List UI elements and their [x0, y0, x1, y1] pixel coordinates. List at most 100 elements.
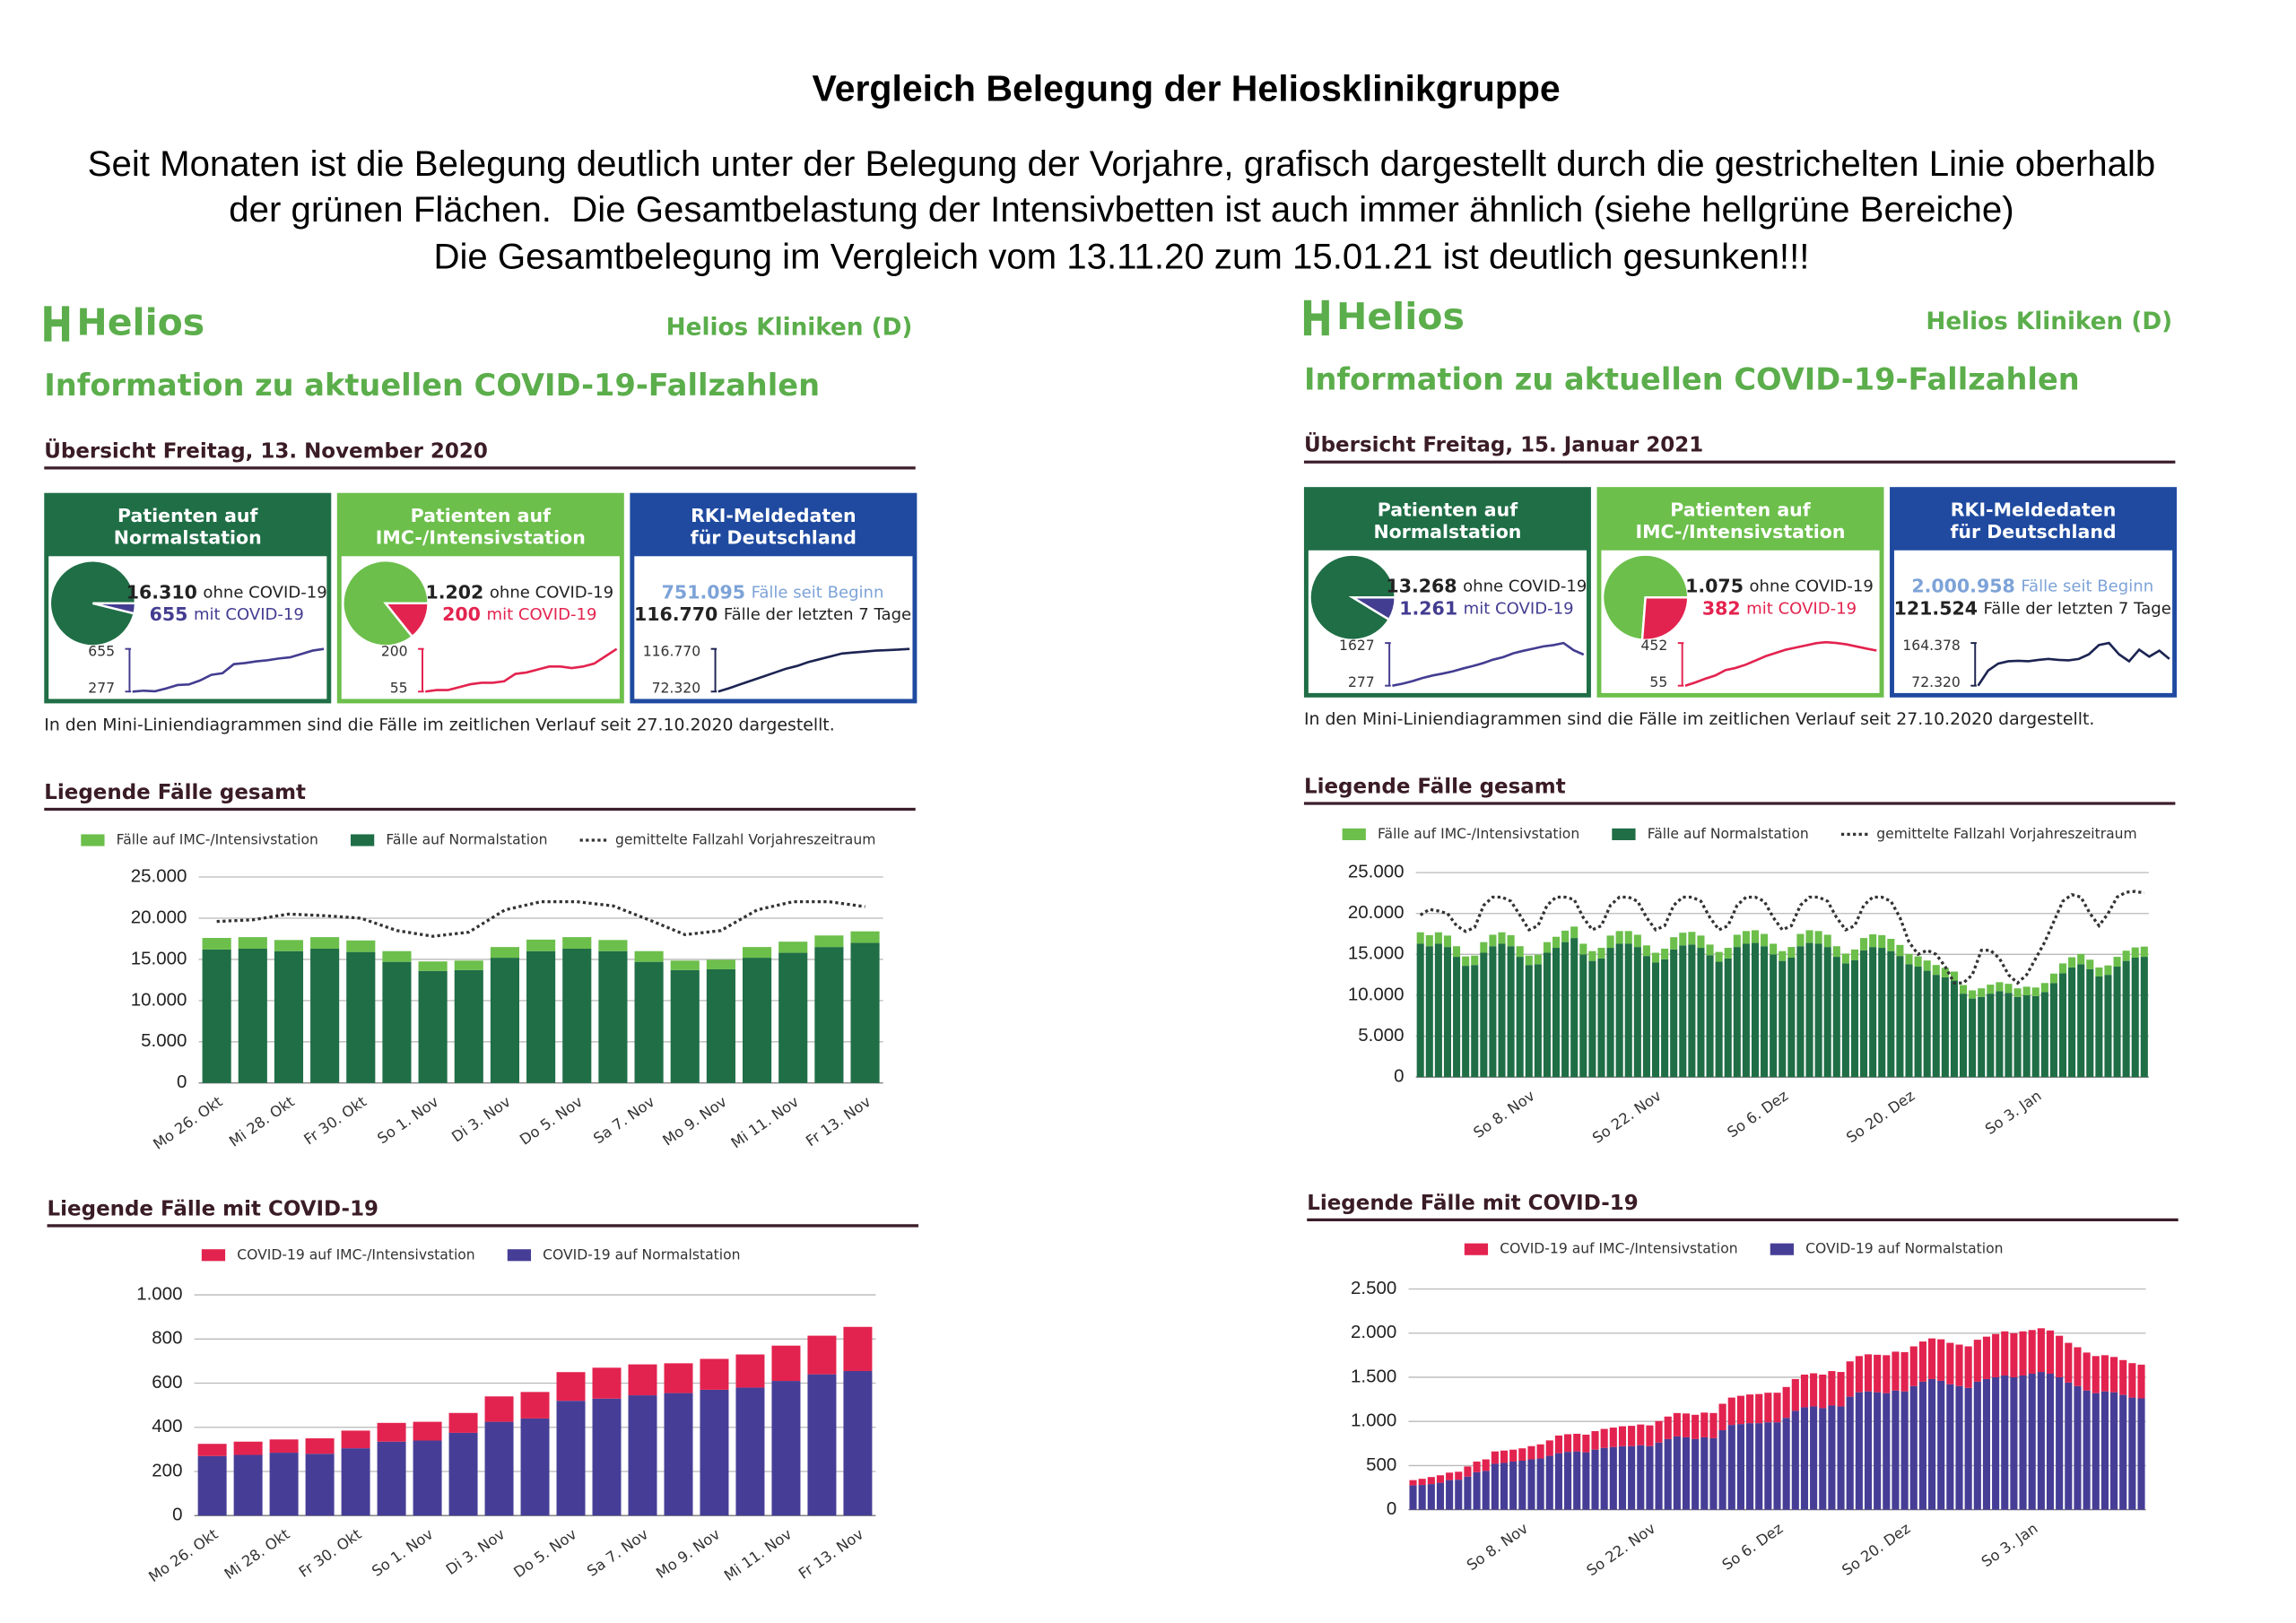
bar — [1751, 930, 1760, 943]
bar — [2022, 986, 2031, 995]
x-tick-label: Mo 9. Nov — [659, 1093, 729, 1150]
bar — [274, 940, 304, 951]
bar — [1796, 946, 1805, 1078]
bar — [1837, 1372, 1845, 1407]
overview: Übersicht Freitag, 13. November 2020 — [44, 438, 488, 463]
bar — [1932, 965, 1940, 976]
bar — [1624, 931, 1632, 944]
bar — [1914, 956, 1922, 968]
bar — [1507, 934, 1515, 947]
bar — [1782, 1386, 1790, 1419]
bar — [1679, 945, 1687, 1078]
x-tick-label: So 1. Nov — [369, 1525, 436, 1580]
bar — [1628, 1426, 1636, 1446]
y-tick-label: 1.000 — [136, 1283, 182, 1304]
bar — [2065, 1382, 2073, 1510]
bar — [1453, 946, 1461, 958]
bar — [1746, 1423, 1754, 1510]
box-title: Normalstation — [114, 527, 262, 549]
spark-tick-label: 200 — [381, 643, 408, 659]
bar — [1597, 948, 1605, 959]
bar — [1746, 1394, 1754, 1424]
bar — [2049, 973, 2057, 984]
spark-tick-label: 164.378 — [1902, 638, 1960, 654]
bar — [1591, 1449, 1599, 1510]
bar — [1761, 933, 1769, 947]
bar — [700, 1358, 729, 1390]
bar — [1892, 1390, 1900, 1510]
bar — [1434, 943, 1442, 1078]
spark-tick-label: 277 — [88, 680, 115, 696]
y-tick-label: 5.000 — [1358, 1025, 1404, 1046]
bar — [1791, 1378, 1799, 1411]
y-tick-label: 15.000 — [1348, 943, 1405, 964]
y-tick-label: 20.000 — [131, 907, 187, 927]
x-tick-label: Fr 13. Nov — [796, 1525, 867, 1583]
bar — [1937, 1339, 1945, 1381]
bar — [598, 950, 628, 1083]
bar — [1787, 957, 1796, 1078]
bar — [197, 1444, 227, 1456]
bar — [1969, 998, 1977, 1078]
bar — [778, 942, 808, 953]
bar — [413, 1421, 442, 1441]
bar — [1887, 950, 1895, 1078]
bar — [592, 1367, 622, 1399]
bar — [1883, 1393, 1891, 1510]
bar — [1909, 1385, 1918, 1510]
bar — [1733, 934, 1741, 948]
bar — [2065, 1342, 2073, 1383]
bar — [484, 1421, 514, 1516]
region: Helios Kliniken (D) — [666, 314, 913, 341]
bar — [1573, 1433, 1581, 1452]
bar — [1436, 1475, 1445, 1483]
bar — [1597, 958, 1605, 1078]
chart-title: Liegende Fälle gesamt — [44, 781, 306, 804]
bar — [490, 958, 519, 1083]
bar — [1491, 1463, 1499, 1510]
spark-line — [1684, 640, 1877, 687]
box-line: 1.261 mit COVID-19 — [1399, 597, 1573, 619]
bar — [1545, 1455, 1553, 1510]
bar — [2019, 1331, 2027, 1376]
bar — [1755, 1423, 1763, 1510]
box-text: mit COVID-19 — [194, 605, 304, 624]
box-number: 655 — [150, 603, 188, 625]
bar — [1764, 1393, 1772, 1423]
bar — [269, 1453, 299, 1516]
x-tick-label: So 8. Nov — [1464, 1520, 1531, 1575]
box-text: ohne COVID-19 — [203, 583, 326, 602]
x-tick-label: Mo 26. Okt — [150, 1093, 226, 1153]
bar — [1427, 1484, 1435, 1510]
bar — [1715, 961, 1723, 1078]
bar — [2031, 987, 2039, 996]
bar — [1860, 938, 1868, 950]
bar — [1946, 1384, 1954, 1510]
legend-marker — [81, 834, 105, 846]
bar — [1914, 967, 1922, 1078]
brand: Helios — [76, 301, 204, 344]
bar — [1534, 954, 1542, 965]
x-tick-label: So 22. Nov — [1583, 1520, 1658, 1580]
bar — [1661, 948, 1669, 959]
bar — [1545, 1440, 1553, 1456]
brand: Helios — [1336, 295, 1465, 338]
bar — [1773, 1422, 1781, 1510]
x-tick-label: Mo 26. Okt — [145, 1525, 222, 1585]
bar — [1727, 1397, 1735, 1426]
box-title: RKI-Meldedaten — [1951, 499, 2117, 520]
bar — [1969, 990, 1977, 999]
legend-marker — [1770, 1243, 1795, 1255]
box-text: Fälle der letzten 7 Tage — [1984, 599, 2171, 618]
spark-line — [1392, 641, 1585, 687]
bar — [2137, 1364, 2145, 1399]
box-title: Patienten auf — [1378, 499, 1518, 520]
spark-tick-label: 277 — [1348, 674, 1375, 690]
bar — [2040, 992, 2048, 1078]
bar — [1453, 957, 1461, 1078]
box-text: mit COVID-19 — [487, 605, 597, 624]
bar — [1509, 1461, 1518, 1510]
bar — [1973, 1340, 1981, 1382]
y-tick-label: 20.000 — [1348, 902, 1405, 923]
